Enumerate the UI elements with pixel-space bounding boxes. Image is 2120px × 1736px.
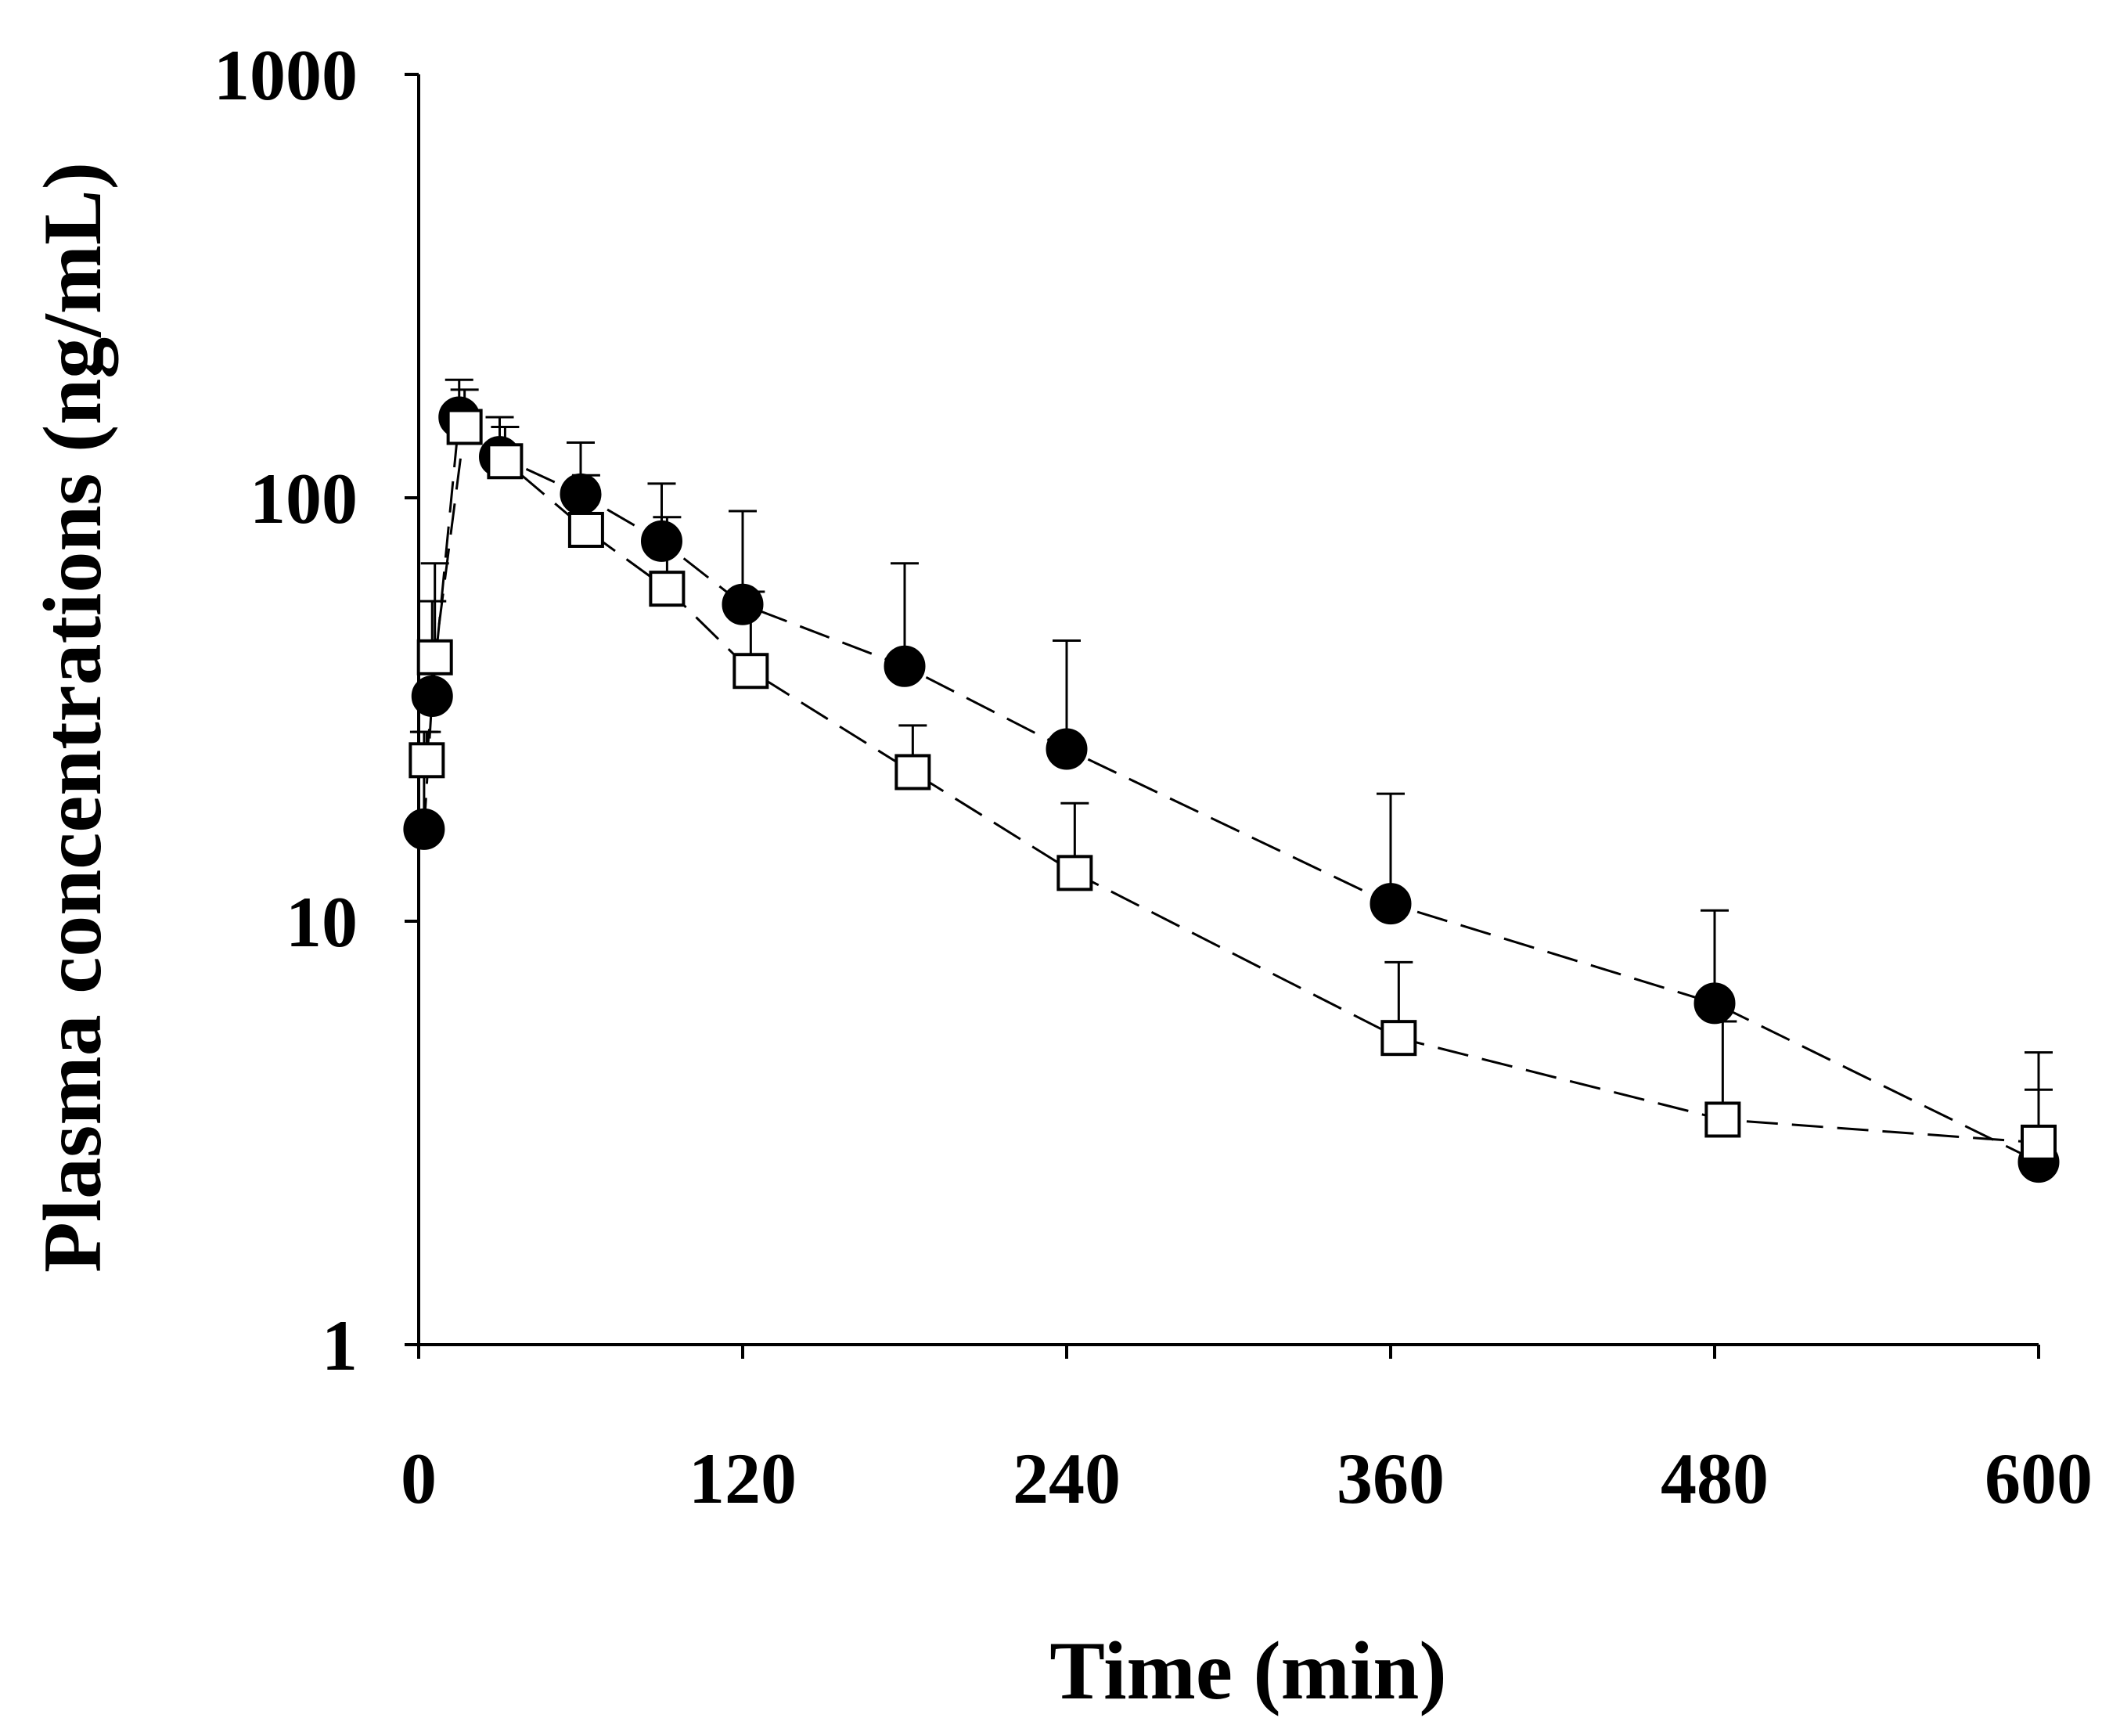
data-point-square (416, 639, 453, 675)
y-tick-label: 10 (286, 882, 358, 962)
y-tick-label: 100 (250, 459, 358, 538)
data-point-circle (403, 808, 445, 850)
y-tick-label: 1000 (214, 35, 358, 115)
data-point-square (409, 742, 445, 779)
data-point-circle (641, 520, 682, 562)
x-tick-label: 0 (401, 1439, 437, 1518)
ticks (405, 73, 2040, 1359)
y-tick-label: 1 (322, 1306, 358, 1385)
y-axis-title: Plasma concentrations (ng/mL) (27, 162, 118, 1273)
x-tick-label: 360 (1337, 1439, 1445, 1518)
data-point-circle (1370, 883, 1412, 925)
series-1 (403, 378, 2060, 1183)
series-1-line (423, 414, 2039, 1163)
data-point-square (732, 653, 769, 690)
tick-labels: 1 10 100 1000 0 120 240 360 480 600 (214, 35, 2093, 1518)
data-point-square (894, 754, 931, 791)
data-point-circle (1693, 982, 1736, 1025)
data-point-square (1704, 1101, 1741, 1138)
data-point-square (2021, 1124, 2057, 1161)
series-2-line (425, 424, 2039, 1144)
x-tick-label: 600 (1985, 1439, 2093, 1518)
data-point-circle (722, 583, 764, 625)
data-point-square (567, 511, 604, 548)
data-point-square (1380, 1020, 1417, 1057)
data-point-circle (884, 645, 926, 687)
data-point-square (487, 443, 524, 480)
data-point-circle (560, 473, 602, 515)
data-point-circle (1046, 728, 1088, 770)
x-tick-label: 120 (689, 1439, 797, 1518)
x-tick-label: 240 (1013, 1439, 1121, 1518)
x-axis-title: Time (min) (1049, 1625, 1446, 1716)
data-point-square (1056, 855, 1093, 891)
data-point-square (446, 409, 483, 445)
series-layer (403, 378, 2060, 1183)
x-tick-label: 480 (1661, 1439, 1769, 1518)
data-point-square (649, 571, 686, 607)
series-2 (409, 388, 2057, 1161)
